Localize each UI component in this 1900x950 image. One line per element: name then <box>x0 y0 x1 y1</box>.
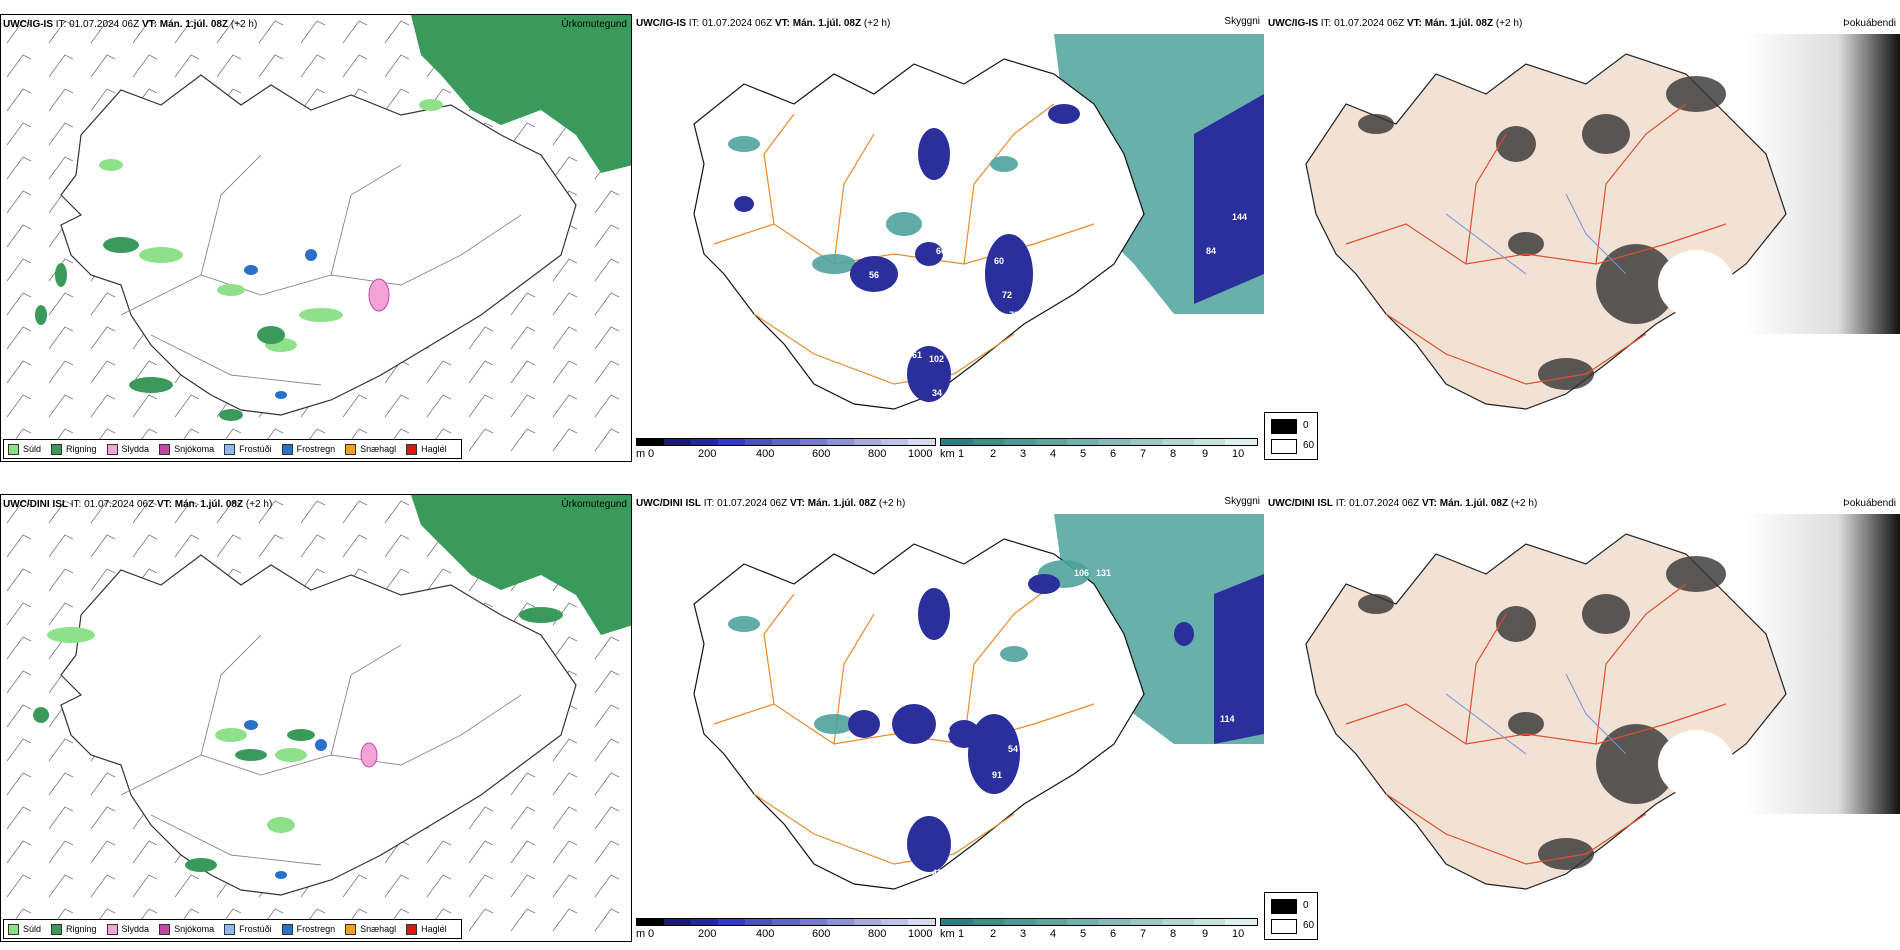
panel-header: UWC/DINI ISL IT: 01.07.2024 06Z VT: Mán.… <box>636 498 906 509</box>
panel-header: UWC/IG-IS IT: 01.07.2024 06Z VT: Mán. 1.… <box>1268 18 1523 29</box>
cloud-base-colorbar: m 0 200 400 600 800 1000 <box>636 438 936 462</box>
precip-legend: Súld Rigning Slydda Snjókoma Frostúði Fr… <box>3 439 462 459</box>
panel-header: UWC/IG-IS IT: 01.07.2024 06Z VT: Mán. 1.… <box>636 18 891 29</box>
legend-item: Slydda <box>106 923 149 935</box>
legend-item: Snæhagl <box>345 443 396 455</box>
legend-item: Haglél <box>406 443 447 455</box>
fog-legend-top: 0 60 <box>1264 412 1318 460</box>
rain-area <box>411 495 631 635</box>
vis-label: 60 <box>936 246 947 256</box>
legend-item: Frostúði <box>224 443 272 455</box>
visibility-colorbar: km 1 2 3 4 5 6 7 8 9 10 <box>940 438 1258 462</box>
panel-header: UWC/DINI ISL IT: 01.07.2024 06Z VT: Mán.… <box>1268 498 1538 509</box>
vis-label: 144 <box>1232 212 1248 222</box>
vis-label: 72 <box>1002 290 1013 300</box>
vis-label: 46 <box>904 746 915 756</box>
cloud-base-colorbar: m 0 200 400 600 800 1000 <box>636 918 936 942</box>
fog-panel-bottom: UWC/DINI ISL IT: 01.07.2024 06Z VT: Mán.… <box>1266 494 1900 942</box>
iceland-outline <box>60 554 577 896</box>
vis-label: 102 <box>929 354 945 364</box>
legend-item: Rigning <box>51 443 97 455</box>
legend-item: Súld <box>8 923 41 935</box>
vis-label: 114 <box>1220 714 1235 724</box>
precip-map-bottom <box>1 495 631 941</box>
legend-item: Rigning <box>51 923 97 935</box>
legend-item: Slydda <box>106 443 149 455</box>
panel-title-fog: Þokuábendi <box>1843 498 1896 509</box>
vis-label: 73 <box>1009 310 1020 320</box>
vis-label: 84 <box>1206 246 1217 256</box>
vis-label: 95 <box>930 666 941 676</box>
precip-map-top <box>1 15 631 461</box>
vis-label: 131 <box>1096 568 1112 578</box>
iceland-outline <box>693 58 1145 410</box>
vis-label: 54 <box>1008 744 1019 754</box>
fog-map-top <box>1305 34 1900 410</box>
vis-label: 34 <box>932 388 943 398</box>
legend-item: Súld <box>8 443 41 455</box>
vis-label: 41 <box>932 868 943 878</box>
visibility-value-labels: 60 56 60 72 73 61 102 34 84 144 <box>634 14 1264 462</box>
visibility-panel-bottom: UWC/DINI ISL IT: 01.07.2024 06Z VT: Mán.… <box>634 494 1264 942</box>
vis-label: 51 <box>866 746 877 756</box>
panel-title-visibility: Skyggni <box>1224 496 1260 507</box>
legend-item: Frostúði <box>224 923 272 935</box>
precip-legend: Súld Rigning Slydda Snjókoma Frostúði Fr… <box>3 919 462 939</box>
fog-map-bottom <box>1305 514 1900 890</box>
legend-item: Frostregn <box>281 443 335 455</box>
legend-item: Snjókoma <box>159 923 214 935</box>
visibility-value-labels: 106 131 95 114 51 46 69 54 91 41 <box>634 494 1264 942</box>
vis-label: 56 <box>869 270 880 280</box>
fog-panel-top: UWC/IG-IS IT: 01.07.2024 06Z VT: Mán. 1.… <box>1266 14 1900 462</box>
panel-header: UWC/IG-IS IT: 01.07.2024 06Z VT: Mán. 1.… <box>3 19 258 30</box>
vis-label: 69 <box>940 726 951 736</box>
vis-label: 60 <box>994 256 1005 266</box>
panel-header: UWC/DINI ISL IT: 01.07.2024 06Z VT: Mán.… <box>3 499 273 510</box>
legend-item: Snæhagl <box>345 923 396 935</box>
vis-label: 61 <box>912 350 923 360</box>
visibility-map-top <box>693 34 1264 410</box>
visibility-colorbar: km 1 2 3 4 5 6 7 8 9 10 <box>940 918 1258 942</box>
precip-panel-top: UWC/IG-IS IT: 01.07.2024 06Z VT: Mán. 1.… <box>0 14 632 462</box>
visibility-panel-top: UWC/IG-IS IT: 01.07.2024 06Z VT: Mán. 1.… <box>634 14 1264 462</box>
panel-title-precip: Úrkomutegund <box>561 19 627 30</box>
legend-item: Frostregn <box>281 923 335 935</box>
precip-panel-bottom: UWC/DINI ISL IT: 01.07.2024 06Z VT: Mán.… <box>0 494 632 942</box>
panel-title-fog: Þokuábendi <box>1843 18 1896 29</box>
fog-legend-bottom: 0 60 <box>1264 892 1318 940</box>
panel-title-visibility: Skyggni <box>1224 16 1260 27</box>
legend-item: Snjókoma <box>159 443 214 455</box>
vis-label: 106 <box>1074 568 1090 578</box>
vis-label: 91 <box>992 770 1003 780</box>
legend-item: Haglél <box>406 923 447 935</box>
iceland-outline <box>60 74 577 416</box>
visibility-map-bottom <box>693 514 1264 890</box>
rain-area <box>411 15 631 173</box>
panel-title-precip: Úrkomutegund <box>561 499 627 510</box>
